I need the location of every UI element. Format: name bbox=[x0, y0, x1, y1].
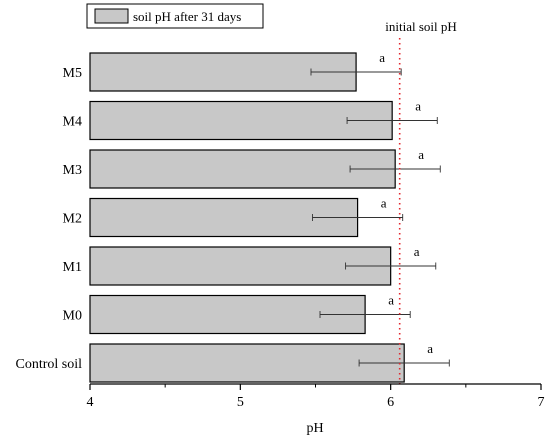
category-label: M3 bbox=[63, 163, 82, 178]
bars-layer bbox=[89, 52, 405, 383]
category-label: M2 bbox=[63, 212, 82, 227]
significance-label: a bbox=[414, 244, 420, 259]
error-bar bbox=[345, 262, 437, 270]
error-bar bbox=[346, 117, 438, 124]
significance-label: a bbox=[379, 50, 385, 65]
error-bar bbox=[349, 165, 441, 173]
y-axis-category-labels: M5 M4 M3 M2 M1 M0 Control soil bbox=[15, 66, 82, 372]
category-label: M1 bbox=[63, 260, 82, 275]
significance-label: a bbox=[415, 99, 421, 114]
category-label: M0 bbox=[63, 309, 82, 324]
error-bars-layer bbox=[310, 68, 450, 367]
x-tick-label: 4 bbox=[87, 395, 94, 410]
legend-label: soil pH after 31 days bbox=[133, 9, 241, 24]
significance-label: a bbox=[381, 196, 387, 211]
bar bbox=[89, 294, 366, 335]
x-axis-title: pH bbox=[306, 421, 323, 436]
category-label: Control soil bbox=[15, 357, 82, 372]
bar bbox=[89, 149, 396, 189]
significance-label: a bbox=[427, 341, 433, 356]
bar bbox=[89, 343, 405, 383]
legend: soil pH after 31 days bbox=[86, 3, 264, 29]
reference-line-label: initial soil pH bbox=[385, 19, 457, 34]
x-tick-label: 5 bbox=[237, 395, 244, 410]
error-bar bbox=[310, 68, 402, 76]
error-bar bbox=[312, 214, 404, 221]
bar bbox=[89, 246, 392, 286]
error-bar bbox=[319, 311, 411, 318]
significance-label: a bbox=[388, 293, 394, 308]
legend-swatch bbox=[94, 8, 129, 24]
category-label: M5 bbox=[63, 66, 82, 81]
reference-line-layer: initial soil pH bbox=[385, 19, 457, 384]
significance-label: a bbox=[418, 147, 424, 162]
x-axis: 4 5 6 7 pH bbox=[87, 383, 545, 436]
x-tick-label: 6 bbox=[387, 395, 394, 410]
significance-labels-layer: a a a a a a a bbox=[379, 50, 433, 356]
bar bbox=[89, 100, 393, 141]
error-bar bbox=[358, 359, 450, 367]
x-tick-label: 7 bbox=[538, 395, 545, 410]
category-label: M4 bbox=[63, 115, 82, 130]
